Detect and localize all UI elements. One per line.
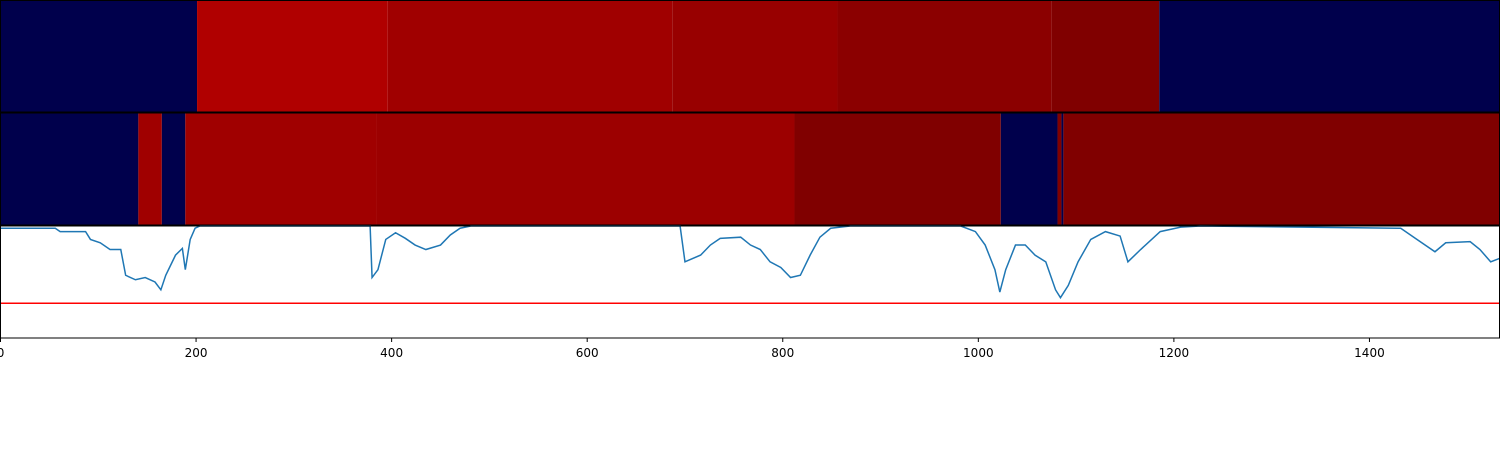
line-series	[0, 225, 1500, 300]
segment	[387, 0, 673, 112]
x-tick-label: 0	[0, 346, 4, 360]
x-tick-label: 400	[380, 346, 403, 360]
segment	[197, 0, 388, 112]
segment	[1051, 0, 1160, 112]
segment	[837, 0, 1052, 112]
segment	[0, 113, 139, 225]
segment	[1159, 0, 1500, 112]
x-tick-label: 600	[576, 346, 599, 360]
segment	[138, 113, 162, 225]
x-tick-label: 800	[771, 346, 794, 360]
segment	[672, 0, 838, 112]
segment	[1057, 113, 1062, 225]
x-tick-label: 1400	[1354, 346, 1385, 360]
segment	[0, 0, 198, 112]
x-tick-label: 1200	[1159, 346, 1190, 360]
x-tick-label: 1000	[963, 346, 994, 360]
segment	[1061, 113, 1064, 225]
axes-frame	[0, 225, 1500, 339]
segment	[1000, 113, 1058, 225]
segment	[185, 113, 377, 225]
segment	[794, 113, 1001, 225]
x-tick-label: 200	[185, 346, 208, 360]
segment	[376, 113, 795, 225]
segment	[1063, 113, 1500, 225]
segment	[161, 113, 186, 225]
